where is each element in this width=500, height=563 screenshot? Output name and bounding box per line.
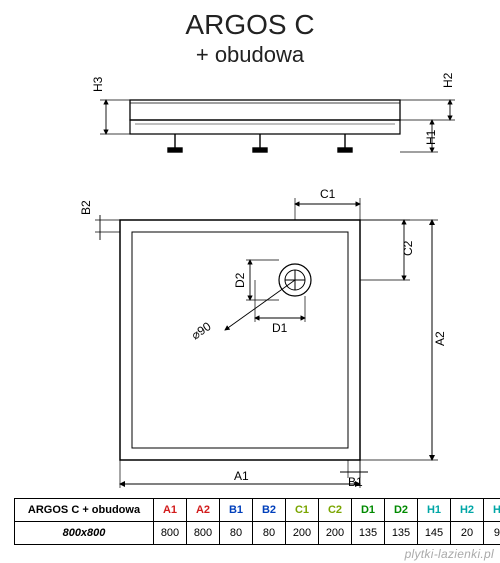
val-C2: 200 [319, 522, 352, 545]
col-C2: C2 [319, 499, 352, 522]
size-cell: 800x800 [15, 522, 154, 545]
dim-h1: H1 [424, 129, 438, 145]
val-A1: 800 [154, 522, 187, 545]
val-D2: 135 [385, 522, 418, 545]
val-H2: 20 [451, 522, 484, 545]
col-B1: B1 [220, 499, 253, 522]
dimensions-table: ARGOS C + obudowa A1 A2 B1 B2 C1 C2 D1 D… [14, 498, 500, 545]
dim-b1: B1 [348, 475, 363, 489]
dim-d2: D2 [233, 272, 247, 288]
dim-a2: A2 [433, 331, 447, 346]
dim-a1: A1 [234, 469, 249, 483]
val-C1: 200 [286, 522, 319, 545]
dim-h2: H2 [441, 72, 455, 88]
val-A2: 800 [187, 522, 220, 545]
table-data-row: 800x800 800 800 80 80 200 200 135 135 14… [15, 522, 500, 545]
table-header-row: ARGOS C + obudowa A1 A2 B1 B2 C1 C2 D1 D… [15, 499, 500, 522]
technical-drawing: H2 H1 H3 ⌀90 [0, 70, 500, 490]
val-D1: 135 [352, 522, 385, 545]
col-A1: A1 [154, 499, 187, 522]
table-title-cell: ARGOS C + obudowa [15, 499, 154, 522]
dim-h3: H3 [91, 76, 105, 92]
col-A2: A2 [187, 499, 220, 522]
col-D1: D1 [352, 499, 385, 522]
product-subtitle: + obudowa [0, 42, 500, 68]
col-H2: H2 [451, 499, 484, 522]
feet [168, 134, 352, 152]
col-H3: H3 [484, 499, 500, 522]
val-H3: 95 [484, 522, 500, 545]
product-title: ARGOS C [0, 10, 500, 41]
dim-b2: B2 [79, 200, 93, 215]
dim-d1: D1 [272, 321, 288, 335]
col-D2: D2 [385, 499, 418, 522]
col-B2: B2 [253, 499, 286, 522]
elevation-view: H2 H1 H3 [91, 72, 455, 152]
dim-c2: C2 [401, 240, 415, 256]
col-H1: H1 [418, 499, 451, 522]
val-H1: 145 [418, 522, 451, 545]
drain-diameter: ⌀90 [189, 319, 214, 342]
dim-c1: C1 [320, 187, 336, 201]
val-B2: 80 [253, 522, 286, 545]
watermark: plytki-lazienki.pl [405, 547, 494, 561]
plan-view: ⌀90 C1 C2 D1 D2 B2 [79, 187, 447, 489]
col-C1: C1 [286, 499, 319, 522]
val-B1: 80 [220, 522, 253, 545]
